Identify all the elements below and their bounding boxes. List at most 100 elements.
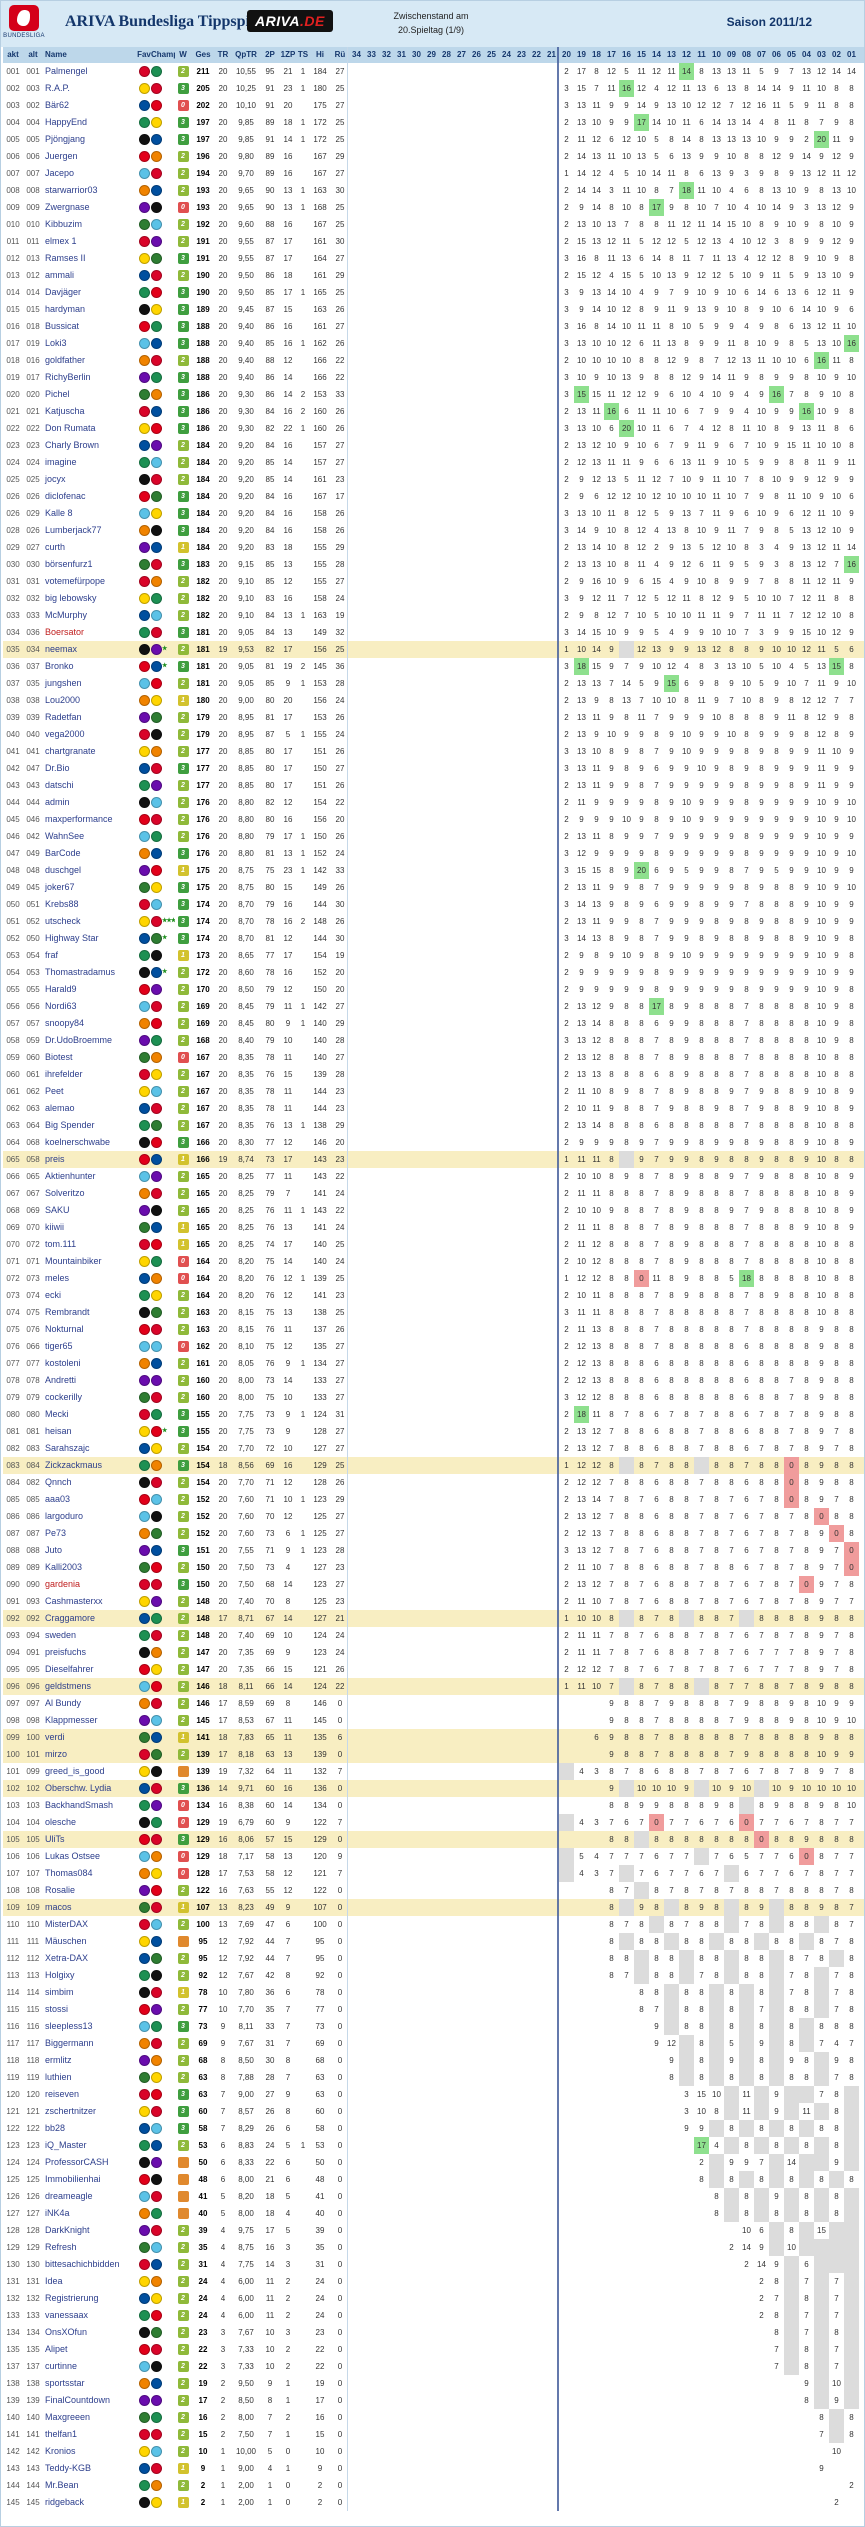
player-name-link[interactable]: Craggamore bbox=[45, 1613, 96, 1623]
player-name-link[interactable]: ihrefelder bbox=[45, 1069, 83, 1079]
player-name-link[interactable]: McMurphy bbox=[45, 610, 88, 620]
player-name-link[interactable]: Juergen bbox=[45, 151, 78, 161]
player-name-link[interactable]: BarCode bbox=[45, 848, 81, 858]
player-name-link[interactable]: Bussicat bbox=[45, 321, 80, 331]
player-name-link[interactable]: big lebowsky bbox=[45, 593, 97, 603]
player-name-link[interactable]: Sarahszajc bbox=[45, 1443, 90, 1453]
player-name-link[interactable]: starwarrior03 bbox=[45, 185, 98, 195]
player-name-link[interactable]: Nordi63 bbox=[45, 1001, 77, 1011]
player-name-link[interactable]: Cashmasterxx bbox=[45, 1596, 103, 1606]
player-name-link[interactable]: Al Bundy bbox=[45, 1698, 82, 1708]
player-name-link[interactable]: Lumberjack77 bbox=[45, 525, 102, 535]
player-name-link[interactable]: Davjäger bbox=[45, 287, 82, 297]
player-name-link[interactable]: Dr.UdoBroemme bbox=[45, 1035, 113, 1045]
player-name-link[interactable]: Bronko bbox=[45, 661, 74, 671]
player-name-link[interactable]: votemefürpope bbox=[45, 576, 106, 586]
player-name-link[interactable]: Bär62 bbox=[45, 100, 70, 110]
player-name-link[interactable]: Klappmesser bbox=[45, 1715, 98, 1725]
player-name-link[interactable]: Zwergnase bbox=[45, 202, 90, 212]
player-name-link[interactable]: Loki3 bbox=[45, 338, 67, 348]
player-name-link[interactable]: largoduro bbox=[45, 1511, 84, 1521]
player-name-link[interactable]: fraf bbox=[45, 950, 59, 960]
player-name-link[interactable]: hardyman bbox=[45, 304, 86, 314]
player-name-link[interactable]: SAKU bbox=[45, 1205, 70, 1215]
player-name-link[interactable]: maxperformance bbox=[45, 814, 113, 824]
player-name-link[interactable]: Andretti bbox=[45, 1375, 77, 1385]
player-name-link[interactable]: vega2000 bbox=[45, 729, 85, 739]
player-name-link[interactable]: Don Rumata bbox=[45, 423, 96, 433]
player-name-link[interactable]: Dieselfahrer bbox=[45, 1664, 94, 1674]
player-name-link[interactable]: preis bbox=[45, 1154, 65, 1164]
player-name-link[interactable]: Jacepo bbox=[45, 168, 75, 178]
player-name-link[interactable]: HappyEnd bbox=[45, 117, 88, 127]
player-name-link[interactable]: Radetfan bbox=[45, 712, 82, 722]
player-name-link[interactable]: Katjuscha bbox=[45, 406, 85, 416]
player-name-link[interactable]: WahnSee bbox=[45, 831, 85, 841]
player-name-link[interactable]: Boersator bbox=[45, 627, 85, 637]
player-name-link[interactable]: jungshen bbox=[45, 678, 82, 688]
player-name-link[interactable]: meles bbox=[45, 1273, 70, 1283]
player-name-link[interactable]: Highway Star bbox=[45, 933, 99, 943]
player-name-link[interactable]: preisfuchs bbox=[45, 1647, 87, 1657]
bundesliga-logo-icon[interactable] bbox=[9, 5, 39, 31]
player-name-link[interactable]: Kalli2003 bbox=[45, 1562, 83, 1572]
player-name-link[interactable]: Charly Brown bbox=[45, 440, 100, 450]
player-name-link[interactable]: cockerilly bbox=[45, 1392, 83, 1402]
player-name-link[interactable]: Ramses II bbox=[45, 253, 86, 263]
player-name-link[interactable]: RichyBerlin bbox=[45, 372, 91, 382]
player-name-link[interactable]: neemax bbox=[45, 644, 78, 654]
player-name-link[interactable]: duschgel bbox=[45, 865, 82, 875]
player-name-link[interactable]: mirzo bbox=[45, 1749, 67, 1759]
player-name-link[interactable]: goldfather bbox=[45, 355, 86, 365]
player-name-link[interactable]: Pjöngjang bbox=[45, 134, 86, 144]
player-name-link[interactable]: Solveritzo bbox=[45, 1188, 85, 1198]
player-name-link[interactable]: Mountainbiker bbox=[45, 1256, 102, 1266]
player-name-link[interactable]: alemao bbox=[45, 1103, 75, 1113]
player-name-link[interactable]: chartgranate bbox=[45, 746, 96, 756]
player-name-link[interactable]: heisan bbox=[45, 1426, 72, 1436]
player-name-link[interactable]: kostoleni bbox=[45, 1358, 81, 1368]
player-name-link[interactable]: Peet bbox=[45, 1086, 64, 1096]
player-name-link[interactable]: elmex 1 bbox=[45, 236, 77, 246]
player-name-link[interactable]: Palmengel bbox=[45, 66, 88, 76]
player-name-link[interactable]: Zickzackmaus bbox=[45, 1460, 103, 1470]
player-name-link[interactable]: Lou2000 bbox=[45, 695, 81, 705]
player-name-link[interactable]: jocyx bbox=[45, 474, 66, 484]
player-name-link[interactable]: Dr.Bio bbox=[45, 763, 70, 773]
player-name-link[interactable]: Rembrandt bbox=[45, 1307, 90, 1317]
player-name-link[interactable]: utscheck bbox=[45, 916, 81, 926]
player-name-link[interactable]: greed_is_good bbox=[45, 1766, 105, 1776]
player-name-link[interactable]: Aktienhunter bbox=[45, 1171, 96, 1181]
player-name-link[interactable]: imagine bbox=[45, 457, 77, 467]
player-name-link[interactable]: sweden bbox=[45, 1630, 77, 1640]
player-name-link[interactable]: datschi bbox=[45, 780, 74, 790]
player-name-link[interactable]: geldstmens bbox=[45, 1681, 92, 1691]
player-name-link[interactable]: Harald9 bbox=[45, 984, 77, 994]
player-name-link[interactable]: Qnnch bbox=[45, 1477, 72, 1487]
player-name-link[interactable]: Mecki bbox=[45, 1409, 69, 1419]
player-name-link[interactable]: curth bbox=[45, 542, 66, 552]
player-name-link[interactable]: Nokturnal bbox=[45, 1324, 84, 1334]
player-name-link[interactable]: Kibbuzim bbox=[45, 219, 83, 229]
ariva-logo[interactable]: ARIVA.DE bbox=[247, 10, 333, 32]
player-name-link[interactable]: koelnerschwabe bbox=[45, 1137, 111, 1147]
player-name-link[interactable]: aaa03 bbox=[45, 1494, 71, 1504]
player-name-link[interactable]: verdi bbox=[45, 1732, 65, 1742]
player-name-link[interactable]: joker67 bbox=[45, 882, 75, 892]
player-name-link[interactable]: kiiwii bbox=[45, 1222, 64, 1232]
player-name-link[interactable]: ecki bbox=[45, 1290, 62, 1300]
player-name-link[interactable]: Pe73 bbox=[45, 1528, 67, 1538]
player-name-link[interactable]: Kalle 8 bbox=[45, 508, 73, 518]
player-name-link[interactable]: Biotest bbox=[45, 1052, 73, 1062]
player-name-link[interactable]: tom.111 bbox=[45, 1239, 77, 1249]
player-name-link[interactable]: Thomastradamus bbox=[45, 967, 116, 977]
player-name-link[interactable]: snoopy84 bbox=[45, 1018, 85, 1028]
player-name-link[interactable]: Krebs88 bbox=[45, 899, 79, 909]
player-name-link[interactable]: börsenfurz1 bbox=[45, 559, 93, 569]
player-name-link[interactable]: tiger65 bbox=[45, 1341, 73, 1351]
player-name-link[interactable]: ammali bbox=[45, 270, 75, 280]
player-name-link[interactable]: diclofenac bbox=[45, 491, 86, 501]
player-name-link[interactable]: Big Spender bbox=[45, 1120, 95, 1130]
player-name-link[interactable]: R.A.P. bbox=[45, 83, 70, 93]
player-name-link[interactable]: Juto bbox=[45, 1545, 63, 1555]
